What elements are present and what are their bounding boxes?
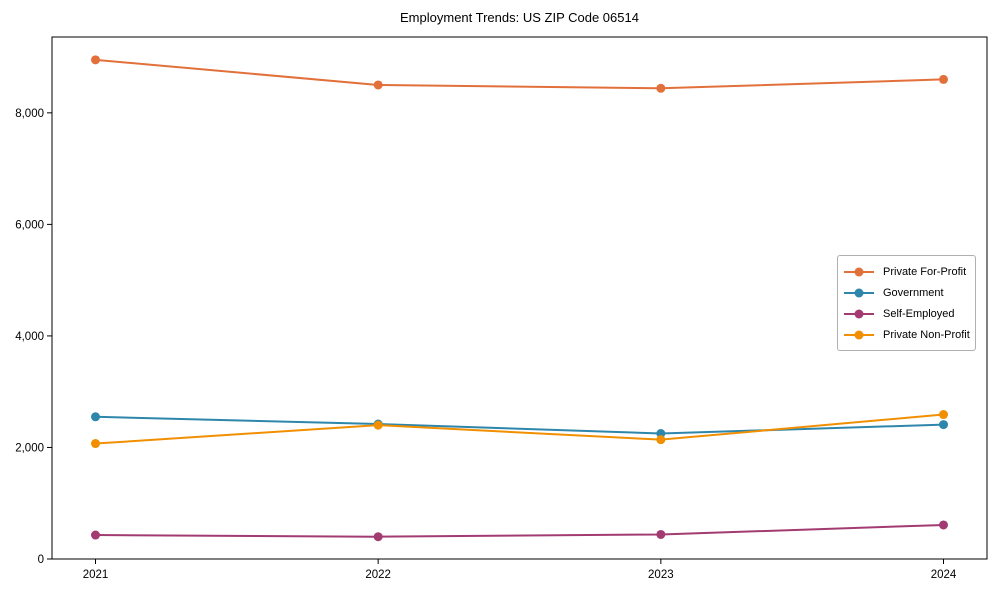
y-tick-label: 0 — [38, 554, 44, 566]
series-line-self-employed — [95, 523, 944, 538]
legend-item-private-non-profit: Private Non-Profit — [844, 324, 970, 345]
y-tick-label: 6,000 — [15, 219, 44, 231]
data-point-self-employed-2022 — [373, 532, 383, 542]
y-tick-label: 8,000 — [15, 108, 44, 120]
data-point-private-non-profit-2024 — [939, 410, 948, 420]
legend-item-private-for-profit: Private For-Profit — [844, 261, 969, 282]
legend-item-government: Government — [844, 282, 969, 303]
data-point-self-employed-2021 — [91, 530, 100, 540]
y-tick-label: 4,000 — [15, 331, 44, 343]
series-private-for-profit — [91, 55, 948, 93]
legend-label: Self-Employed — [883, 307, 955, 320]
data-point-private-non-profit-2021 — [91, 439, 100, 449]
x-tick-label: 2024 — [931, 569, 957, 581]
legend-label: Private For-Profit — [883, 265, 967, 278]
data-point-private-non-profit-2023 — [656, 435, 666, 445]
y-tick-label: 2,000 — [15, 442, 44, 454]
legend-item-self-employed: Self-Employed — [844, 303, 969, 324]
series-line-private-non-profit — [95, 413, 944, 445]
data-point-self-employed-2024 — [939, 520, 948, 530]
x-tick-label: 2021 — [83, 569, 109, 581]
legend-label: Private Non-Profit — [883, 328, 970, 341]
data-point-self-employed-2023 — [656, 529, 666, 539]
data-point-government-2024 — [939, 420, 948, 430]
data-point-private-for-profit-2023 — [656, 83, 666, 93]
legend: Private For-Profit Government Self-Emplo… — [837, 255, 976, 351]
data-point-private-for-profit-2024 — [939, 74, 948, 84]
legend-line-marker-icon — [844, 309, 874, 318]
data-point-private-non-profit-2022 — [373, 420, 383, 430]
series-line-government — [95, 415, 944, 435]
x-tick-label: 2022 — [365, 569, 391, 581]
legend-label: Government — [883, 286, 944, 299]
legend-line-marker-icon — [844, 288, 874, 297]
data-point-private-for-profit-2021 — [91, 55, 100, 65]
legend-line-marker-icon — [844, 330, 874, 339]
plot-border — [51, 36, 988, 560]
legend-line-marker-icon — [844, 267, 874, 276]
series-private-non-profit — [91, 410, 948, 449]
series-line-private-for-profit — [95, 58, 944, 90]
data-point-government-2021 — [91, 412, 100, 422]
data-point-private-for-profit-2022 — [373, 80, 383, 90]
chart-title: Employment Trends: US ZIP Code 06514 — [400, 10, 639, 25]
x-tick-label: 2023 — [648, 569, 674, 581]
series-self-employed — [91, 520, 948, 542]
